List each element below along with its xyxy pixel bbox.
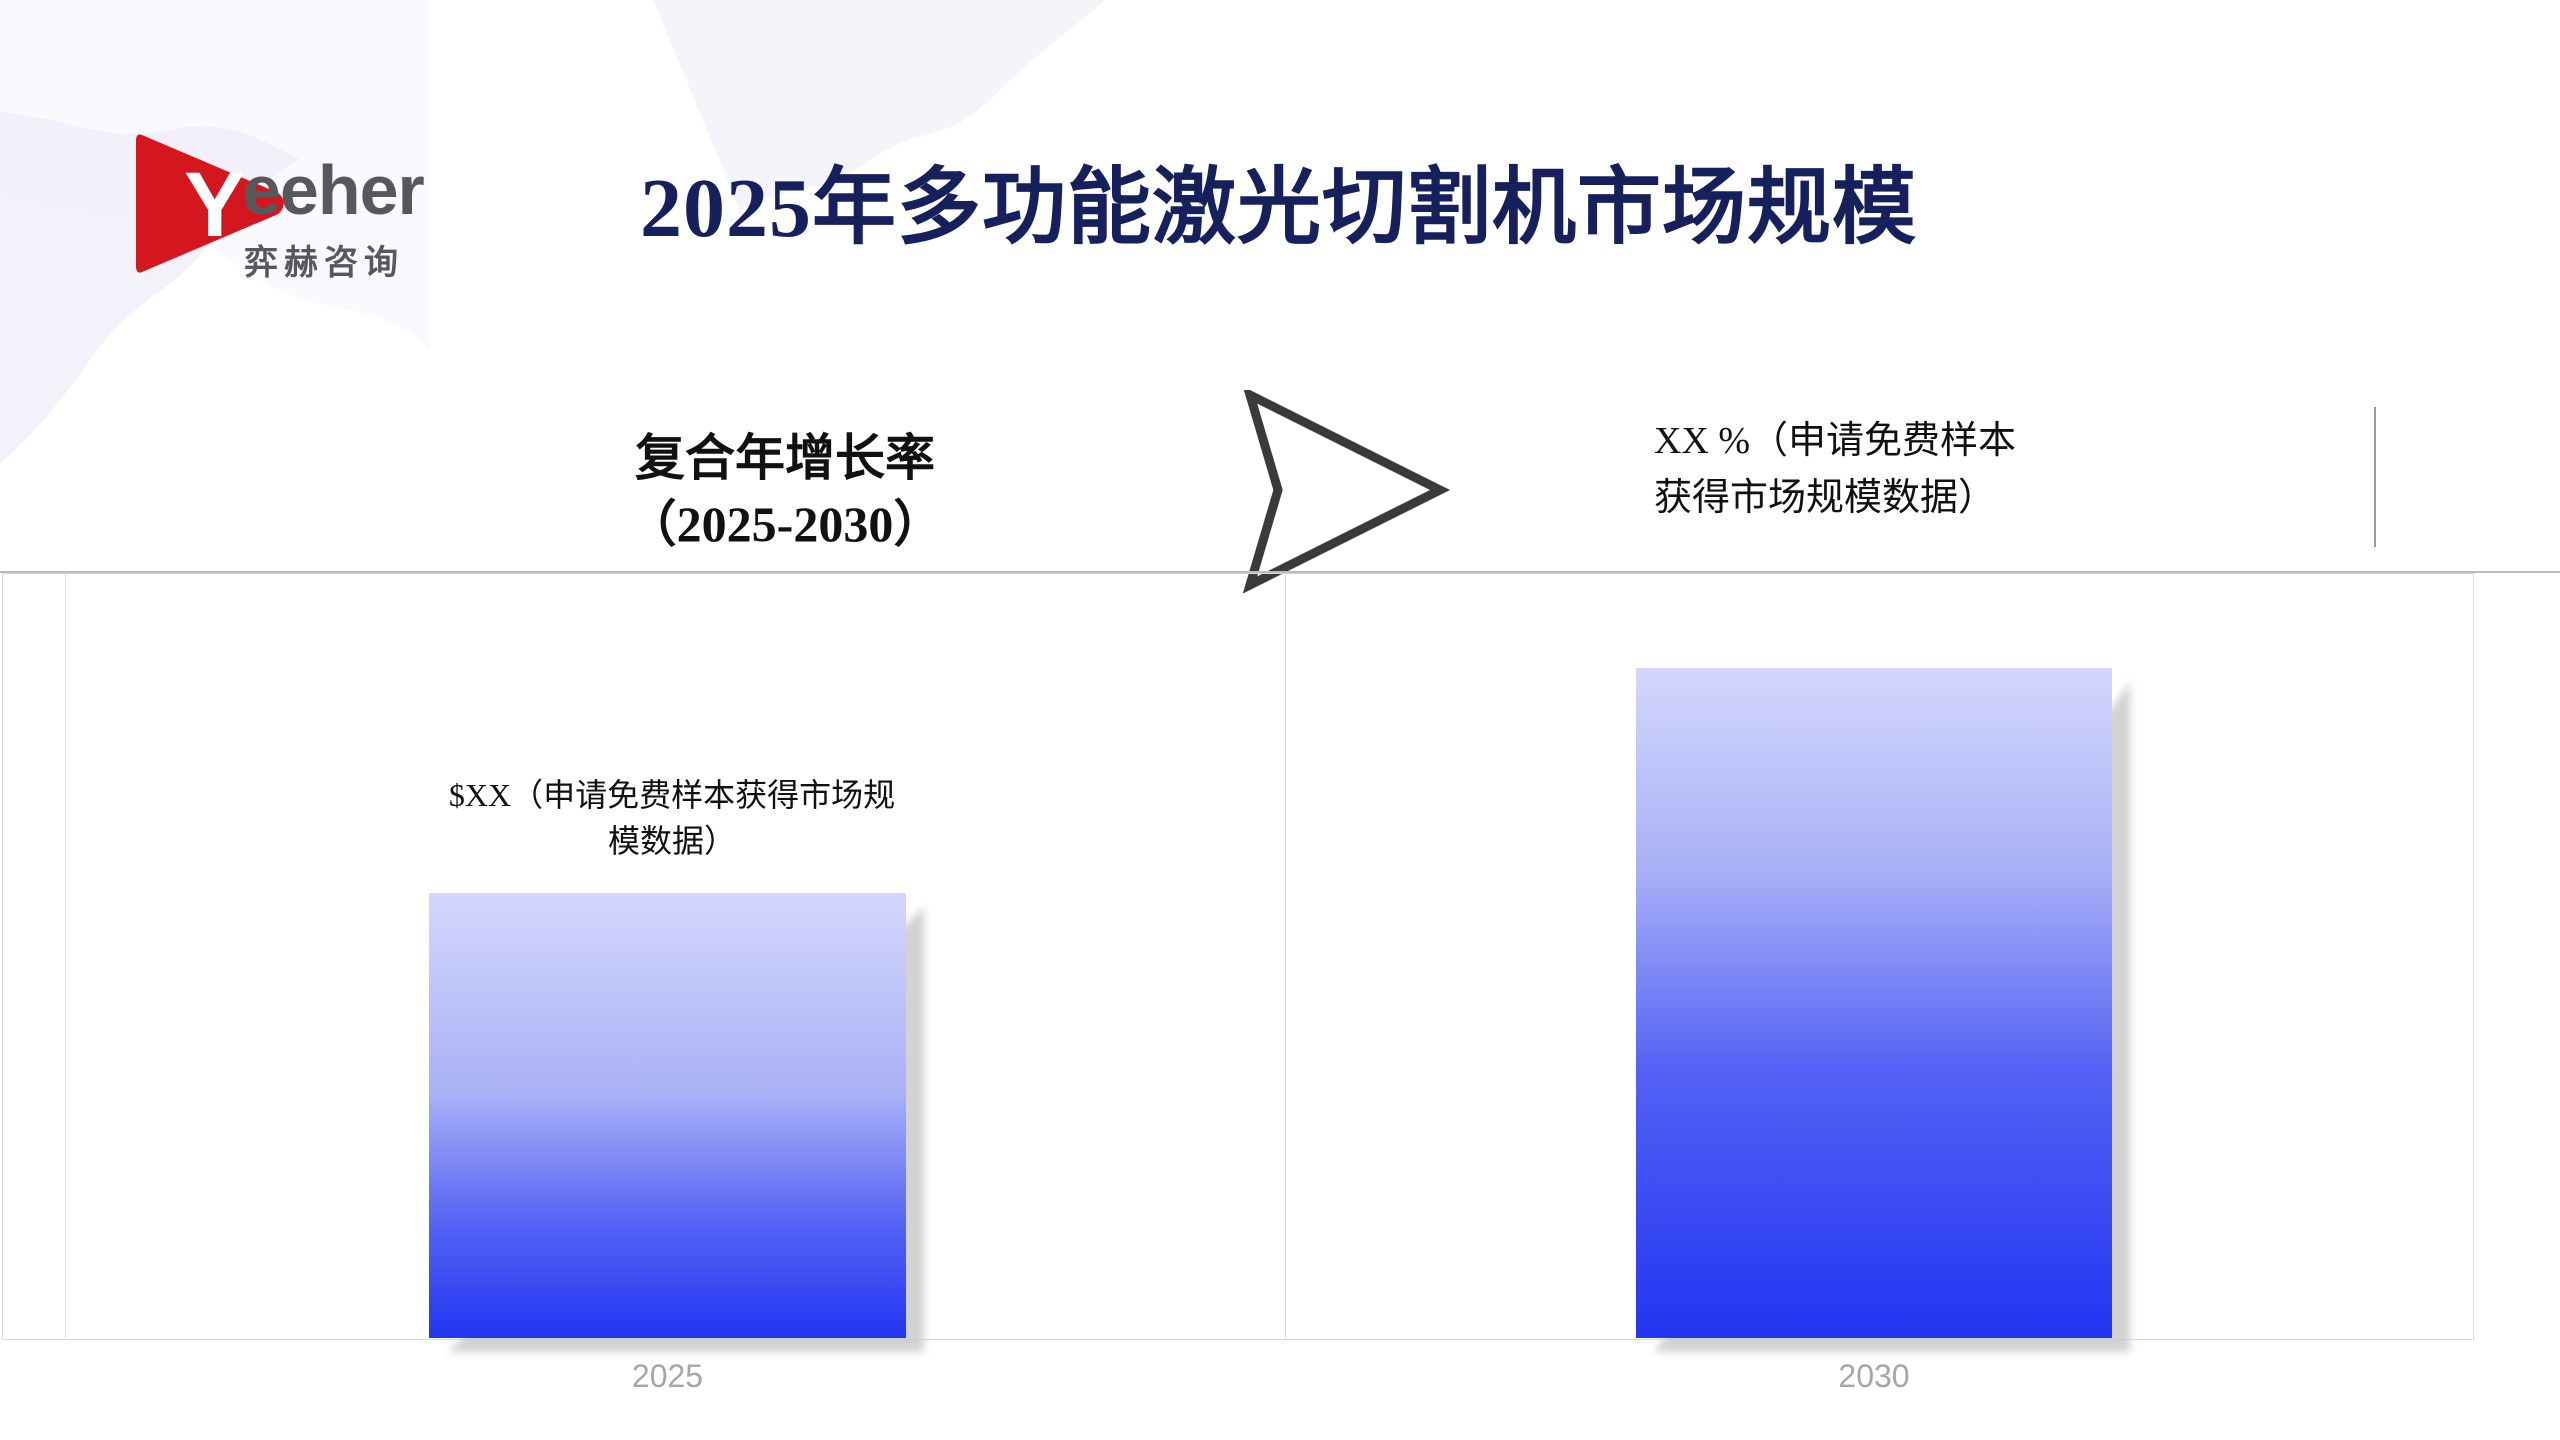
svg-text:Y: Y bbox=[184, 154, 245, 256]
